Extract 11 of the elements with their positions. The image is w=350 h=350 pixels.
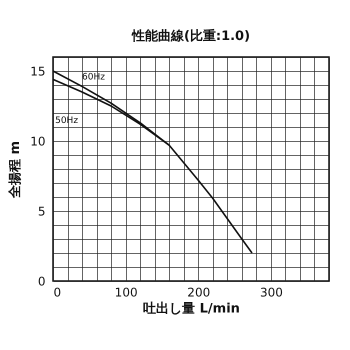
y-tick-label: 5: [38, 204, 46, 218]
y-tick-label: 15: [30, 64, 46, 78]
x-axis-title: 吐出し量 L/min: [143, 302, 240, 316]
x-tick-label: 0: [54, 286, 62, 300]
y-tick-label: 10: [30, 134, 46, 148]
x-tick-label: 300: [260, 286, 283, 300]
x-tick-label: 100: [114, 286, 138, 300]
chart-title: 性能曲線(比重:1.0): [130, 28, 250, 44]
x-tick-label: 200: [187, 286, 210, 300]
y-tick-label: 0: [38, 274, 46, 288]
y-axis-title: 全揚程 m: [8, 140, 24, 200]
